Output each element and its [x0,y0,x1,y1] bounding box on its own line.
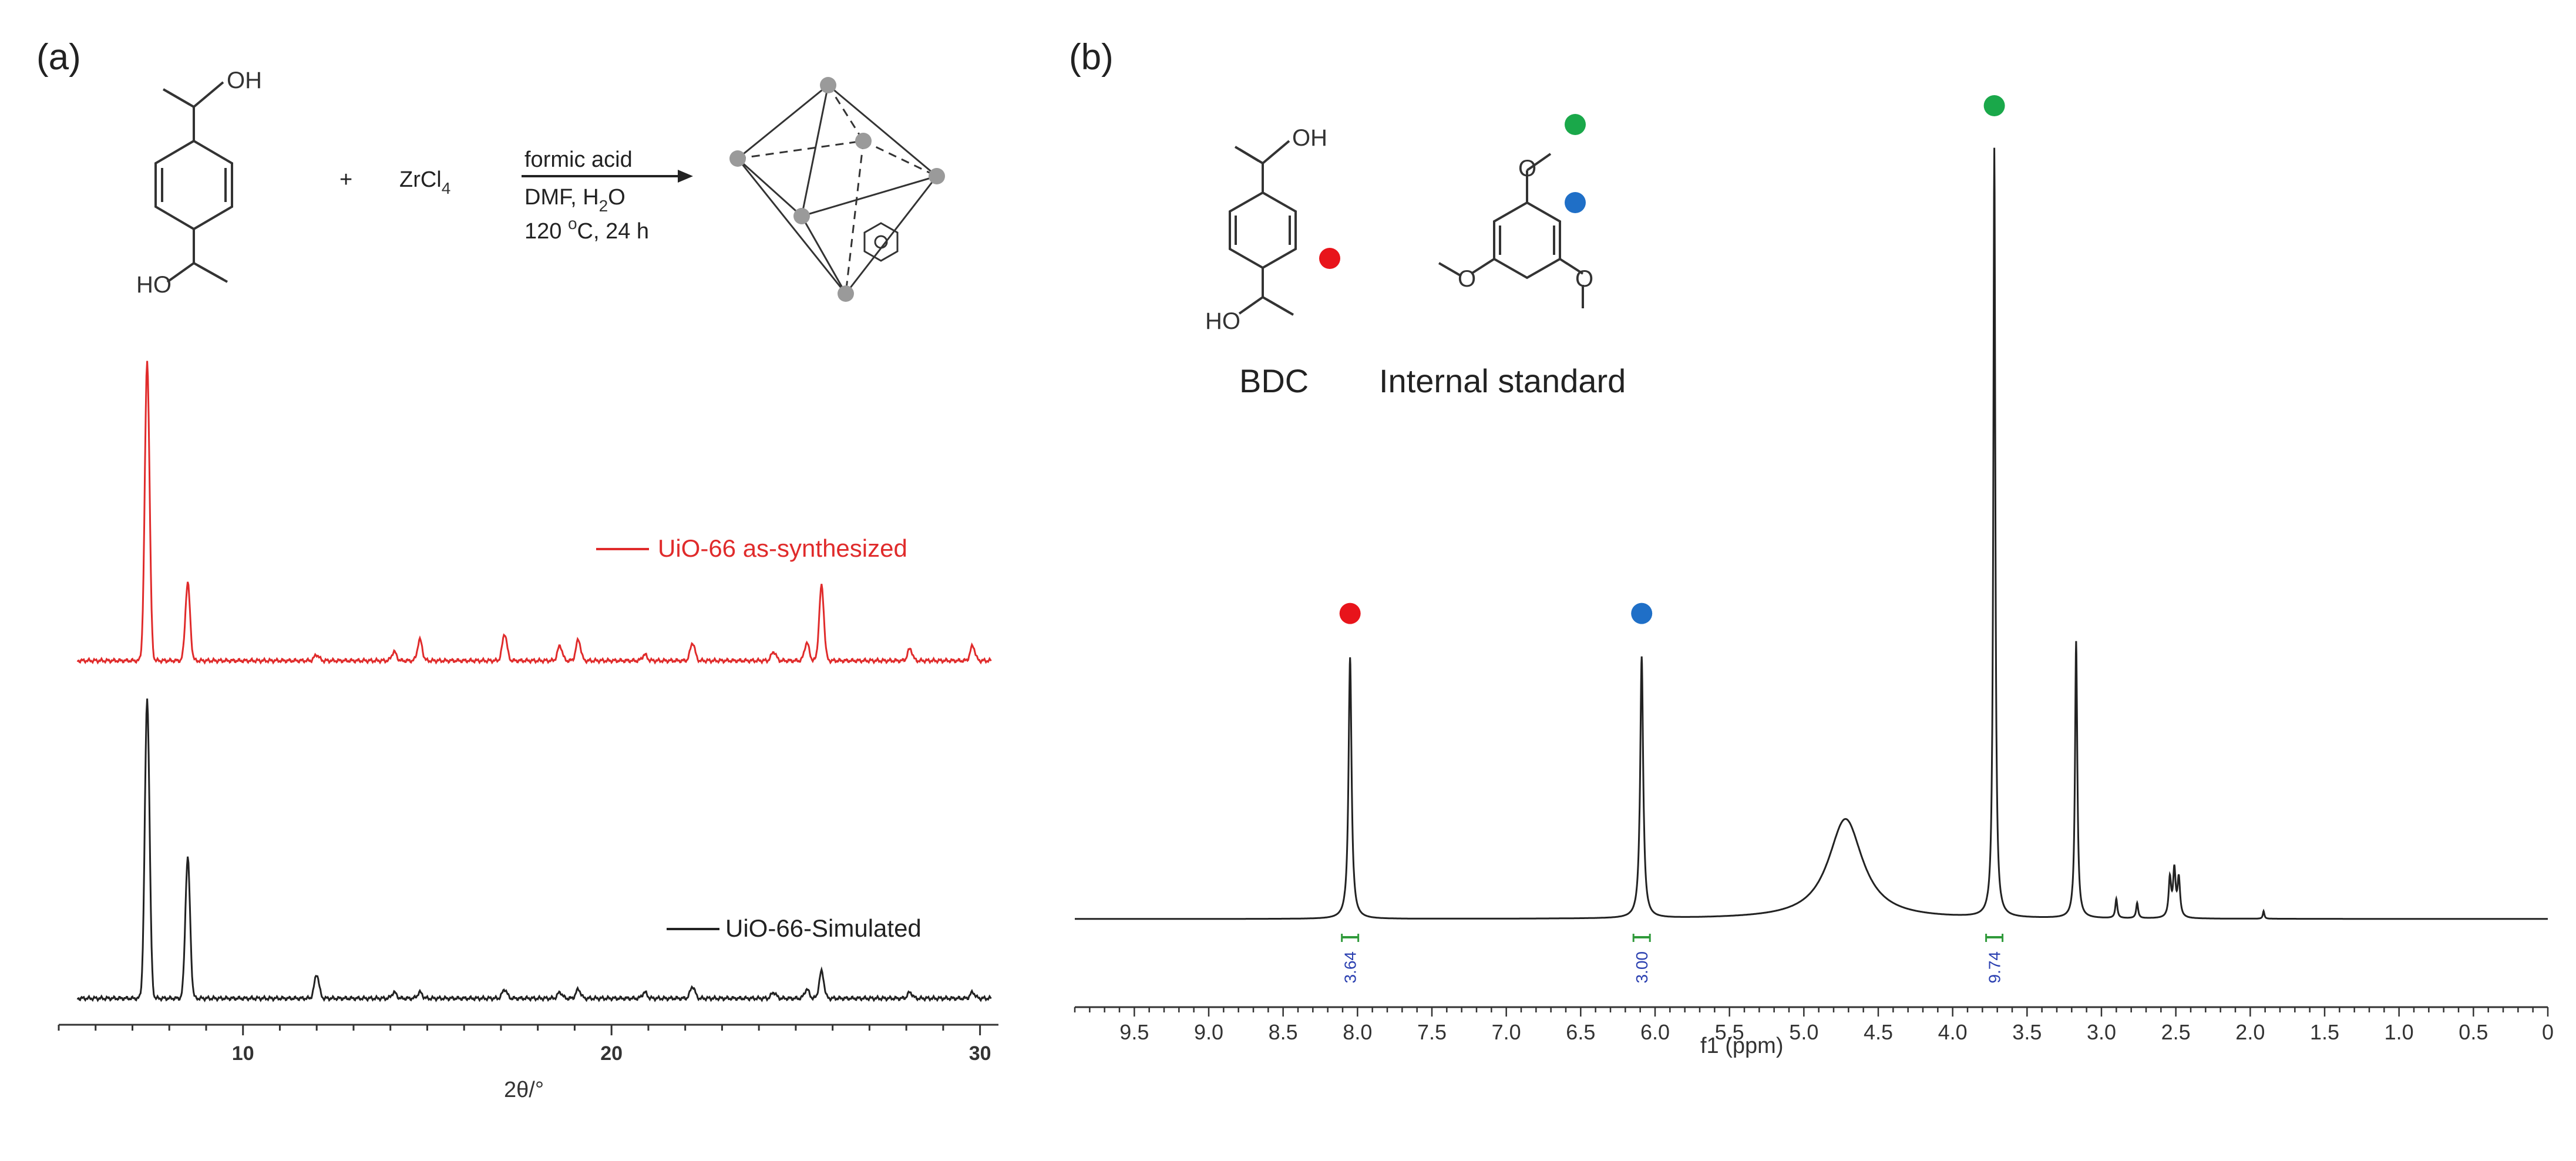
standard-methoxy-marker-green [1565,114,1586,135]
bdc-label: BDC [1239,362,1309,399]
nmr-tick-label: 3.0 [2087,1020,2116,1044]
xrd-tick-label: 30 [969,1042,991,1065]
nmr-tick-label: 0.5 [2459,1020,2488,1044]
integration-value: 3.64 [1341,951,1360,984]
internal-standard-label: Internal standard [1379,362,1626,399]
xrd-trace-simulated [76,698,992,1002]
terephthalic-ho-label: HO [136,272,171,298]
bdc-ho-label: HO [1205,308,1240,334]
octahedron-vertices [729,77,945,302]
nmr-peak-marker [1631,603,1653,624]
nmr-tick-label: 2.5 [2161,1020,2191,1044]
xrd-tick-label: 10 [232,1042,254,1065]
nmr-tick-label: 6.0 [1640,1020,1670,1044]
condition-solvent: DMF, H2O [524,185,625,215]
xrd-plot: 10 20 30 [58,361,998,1065]
xrd-x-axis-title: 2θ/° [504,1078,544,1102]
legend-as-synthesized-label: UiO-66 as-synthesized [658,534,907,562]
integration-value: 9.74 [1986,951,2004,984]
nmr-tick-label: 3.5 [2012,1020,2042,1044]
internal-standard-structure [1438,153,1584,308]
nmr-tick-label: 7.5 [1417,1020,1447,1044]
panel-b-label: (b) [1069,37,1114,78]
nmr-tick-label: 7.0 [1492,1020,1521,1044]
nmr-tick-label: 8.5 [1269,1020,1298,1044]
terephthalic-acid-structure [154,81,233,283]
zrcl4-reagent: ZrCl4 [399,167,450,197]
nmr-tick-label: 2.0 [2235,1020,2265,1044]
bdc-structure [1229,140,1297,316]
legend-simulated-label: UiO-66-Simulated [725,914,922,942]
nmr-tick-label: 6.5 [1566,1020,1595,1044]
nmr-x-axis-title: f1 (ppm) [1700,1034,1783,1058]
xrd-tick-label: 20 [600,1042,623,1065]
nmr-tick-label: 9.5 [1119,1020,1149,1044]
nmr-tick-label: 4.0 [1938,1020,1968,1044]
standard-o-left: O [1458,266,1476,292]
nmr-tick-label: 0 [2542,1020,2554,1044]
condition-temperature-time: 120 oC, 24 h [524,214,649,244]
nmr-tick-label: 5.0 [1789,1020,1818,1044]
nmr-spectrum-trace [1075,147,2548,920]
standard-o-top: O [1518,156,1536,181]
nmr-tick-label: 5.5 [1715,1020,1744,1044]
nmr-peak-marker [1339,603,1361,624]
bdc-aromatic-marker-red [1319,248,1340,269]
integration-value: 3.00 [1633,951,1651,984]
nmr-tick-label: 1.5 [2310,1020,2339,1044]
plus-sign: + [339,167,352,192]
nmr-tick-label: 9.0 [1194,1020,1223,1044]
nmr-plot: 3.64 3.00 9.749.5 9.0 8.5 8.0 7.5 7.0 6.5 6.0 5.5 5… [1074,95,2554,1044]
nmr-tick-label: 1.0 [2385,1020,2414,1044]
panel-a-label: (a) [36,37,81,78]
bdc-oh-label: OH [1292,125,1327,151]
condition-formic-acid: formic acid [524,147,633,172]
nmr-tick-label: 4.5 [1864,1020,1893,1044]
xrd-trace-as-synthesized [76,361,992,665]
nmr-tick-label: 8.0 [1343,1020,1372,1044]
standard-aromatic-marker-blue [1565,192,1586,213]
uio66-octahedron-diagram [737,84,938,294]
terephthalic-oh-label: OH [227,68,262,93]
standard-o-right: O [1575,266,1593,292]
reaction-arrow [522,170,693,183]
nmr-peak-marker [1983,95,2005,116]
